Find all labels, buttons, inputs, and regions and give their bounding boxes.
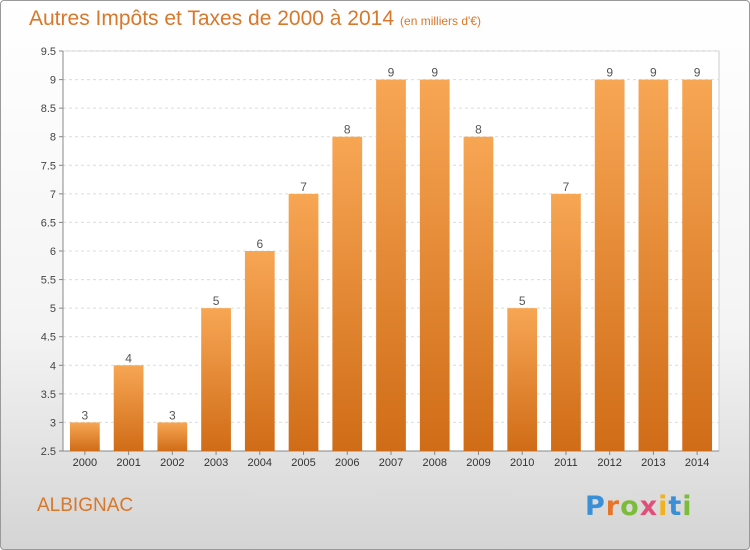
bar-2008 xyxy=(419,79,450,452)
bar-2010 xyxy=(507,308,538,451)
data-label-2006: 8 xyxy=(344,123,351,137)
chart-title: Autres Impôts et Taxes de 2000 à 2014 (en… xyxy=(29,7,481,31)
y-tick-label: 5 xyxy=(50,303,56,315)
bar-2005 xyxy=(288,193,319,451)
y-tick-label: 3.5 xyxy=(41,389,56,401)
data-label-2003: 5 xyxy=(213,294,220,308)
y-tick-label: 5.5 xyxy=(41,275,56,287)
y-tick-label: 2.5 xyxy=(41,446,56,458)
logo-letter: P xyxy=(585,491,606,522)
y-tick-label: 6 xyxy=(50,246,56,258)
bar-2009 xyxy=(463,136,494,451)
x-tick-label-2007: 2007 xyxy=(379,457,403,469)
logo-letter: i xyxy=(658,491,669,522)
bar-2001 xyxy=(113,365,144,451)
x-tick-label-2005: 2005 xyxy=(291,457,315,469)
y-tick-label: 8 xyxy=(50,132,56,144)
title-text: Autres Impôts et Taxes de 2000 à 2014 xyxy=(29,7,395,30)
data-label-2009: 8 xyxy=(475,123,482,137)
data-label-2013: 9 xyxy=(650,66,657,80)
bar-2006 xyxy=(332,136,363,451)
x-tick-label-2006: 2006 xyxy=(335,457,359,469)
bar-2014 xyxy=(682,79,713,452)
bar-2002 xyxy=(157,422,188,451)
x-tick-label-2013: 2013 xyxy=(641,457,665,469)
bar-2007 xyxy=(376,79,406,452)
y-tick-label: 6.5 xyxy=(41,217,56,229)
data-label-2000: 3 xyxy=(82,408,89,422)
data-label-2010: 5 xyxy=(519,294,526,308)
bar-2011 xyxy=(551,193,581,451)
y-tick-label: 9.5 xyxy=(41,46,56,58)
y-tick-label: 4.5 xyxy=(41,332,56,344)
y-tick-label: 8.5 xyxy=(41,103,56,115)
y-tick-label: 4 xyxy=(50,360,56,372)
bar-2004 xyxy=(244,251,275,451)
bar-2013 xyxy=(638,79,669,452)
data-label-2007: 9 xyxy=(388,66,395,80)
data-label-2011: 7 xyxy=(563,180,570,194)
commune-name: ALBIGNAC xyxy=(37,495,134,516)
data-label-2002: 3 xyxy=(169,408,176,422)
y-tick-label: 3 xyxy=(50,417,56,429)
x-tick-label-2004: 2004 xyxy=(248,457,272,469)
unit-note: (en milliers d'€) xyxy=(400,14,482,28)
y-tick-label: 9 xyxy=(50,75,56,87)
logo-letter: r xyxy=(605,491,621,522)
x-tick-label-2014: 2014 xyxy=(685,457,709,469)
x-tick-label-2011: 2011 xyxy=(554,457,578,469)
logo-letter: x xyxy=(639,491,659,522)
x-tick-label-2000: 2000 xyxy=(73,457,97,469)
data-label-2012: 9 xyxy=(606,66,613,80)
data-label-2001: 4 xyxy=(125,351,132,365)
x-tick-label-2012: 2012 xyxy=(597,457,621,469)
x-tick-label-2002: 2002 xyxy=(160,457,184,469)
x-tick-label-2001: 2001 xyxy=(116,457,140,469)
data-label-2004: 6 xyxy=(256,237,263,251)
y-tick-label: 7 xyxy=(50,189,56,201)
data-label-2008: 9 xyxy=(431,66,438,80)
y-tick-label: 7.5 xyxy=(41,160,56,172)
logo-letter: o xyxy=(620,491,640,522)
bar-2012 xyxy=(594,79,625,452)
proxiti-logo: Proxiti xyxy=(585,491,693,522)
x-tick-label-2008: 2008 xyxy=(422,457,446,469)
x-tick-label-2009: 2009 xyxy=(466,457,490,469)
logo-letter: i xyxy=(682,491,693,522)
bar-2000 xyxy=(69,422,100,451)
x-tick-label-2010: 2010 xyxy=(510,457,534,469)
data-label-2005: 7 xyxy=(300,180,307,194)
logo-letter: t xyxy=(668,491,683,522)
data-label-2014: 9 xyxy=(694,66,701,80)
bar-2003 xyxy=(201,308,231,451)
x-tick-label-2003: 2003 xyxy=(204,457,228,469)
